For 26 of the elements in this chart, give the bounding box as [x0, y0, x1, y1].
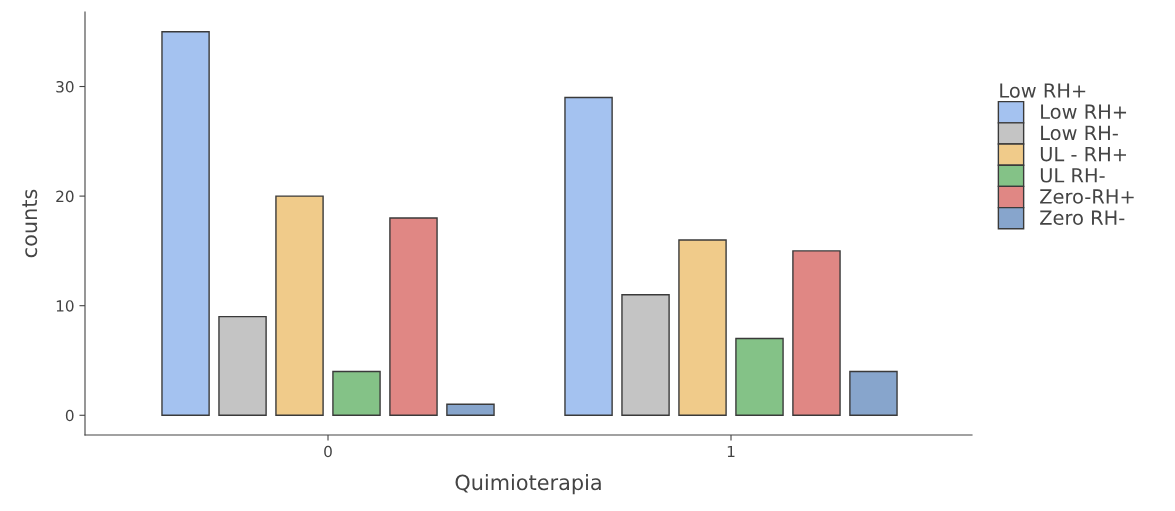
legend-label: UL - RH+: [1040, 146, 1127, 162]
bar: [792, 250, 841, 416]
legend-label: Zero RH-: [1040, 210, 1125, 226]
y-tick-label: 0: [65, 409, 74, 422]
bar: [564, 96, 613, 416]
legend-label: Low RH+: [1041, 104, 1127, 120]
y-axis-title: counts: [22, 189, 38, 258]
legend-title: Low RH+: [1000, 83, 1086, 98]
bar: [389, 217, 438, 416]
y-tick-label: 10: [56, 300, 74, 312]
legend-label: Low RH-: [1041, 125, 1118, 141]
bar: [446, 403, 495, 416]
bar: [218, 315, 267, 416]
x-tick-label: 1: [727, 445, 735, 458]
legend-label: UL RH-: [1040, 168, 1105, 183]
y-tick-label: 20: [56, 190, 74, 203]
y-tick-label: 30: [56, 80, 74, 93]
bar: [332, 370, 381, 416]
bar: [849, 370, 898, 416]
bar: [275, 195, 324, 416]
x-axis-title: Quimioterapia: [455, 474, 601, 495]
legend-label: Zero-RH+: [1040, 189, 1134, 204]
bar: [678, 239, 727, 416]
bar: [621, 294, 670, 416]
bar: [161, 31, 210, 416]
bar: [735, 337, 784, 416]
